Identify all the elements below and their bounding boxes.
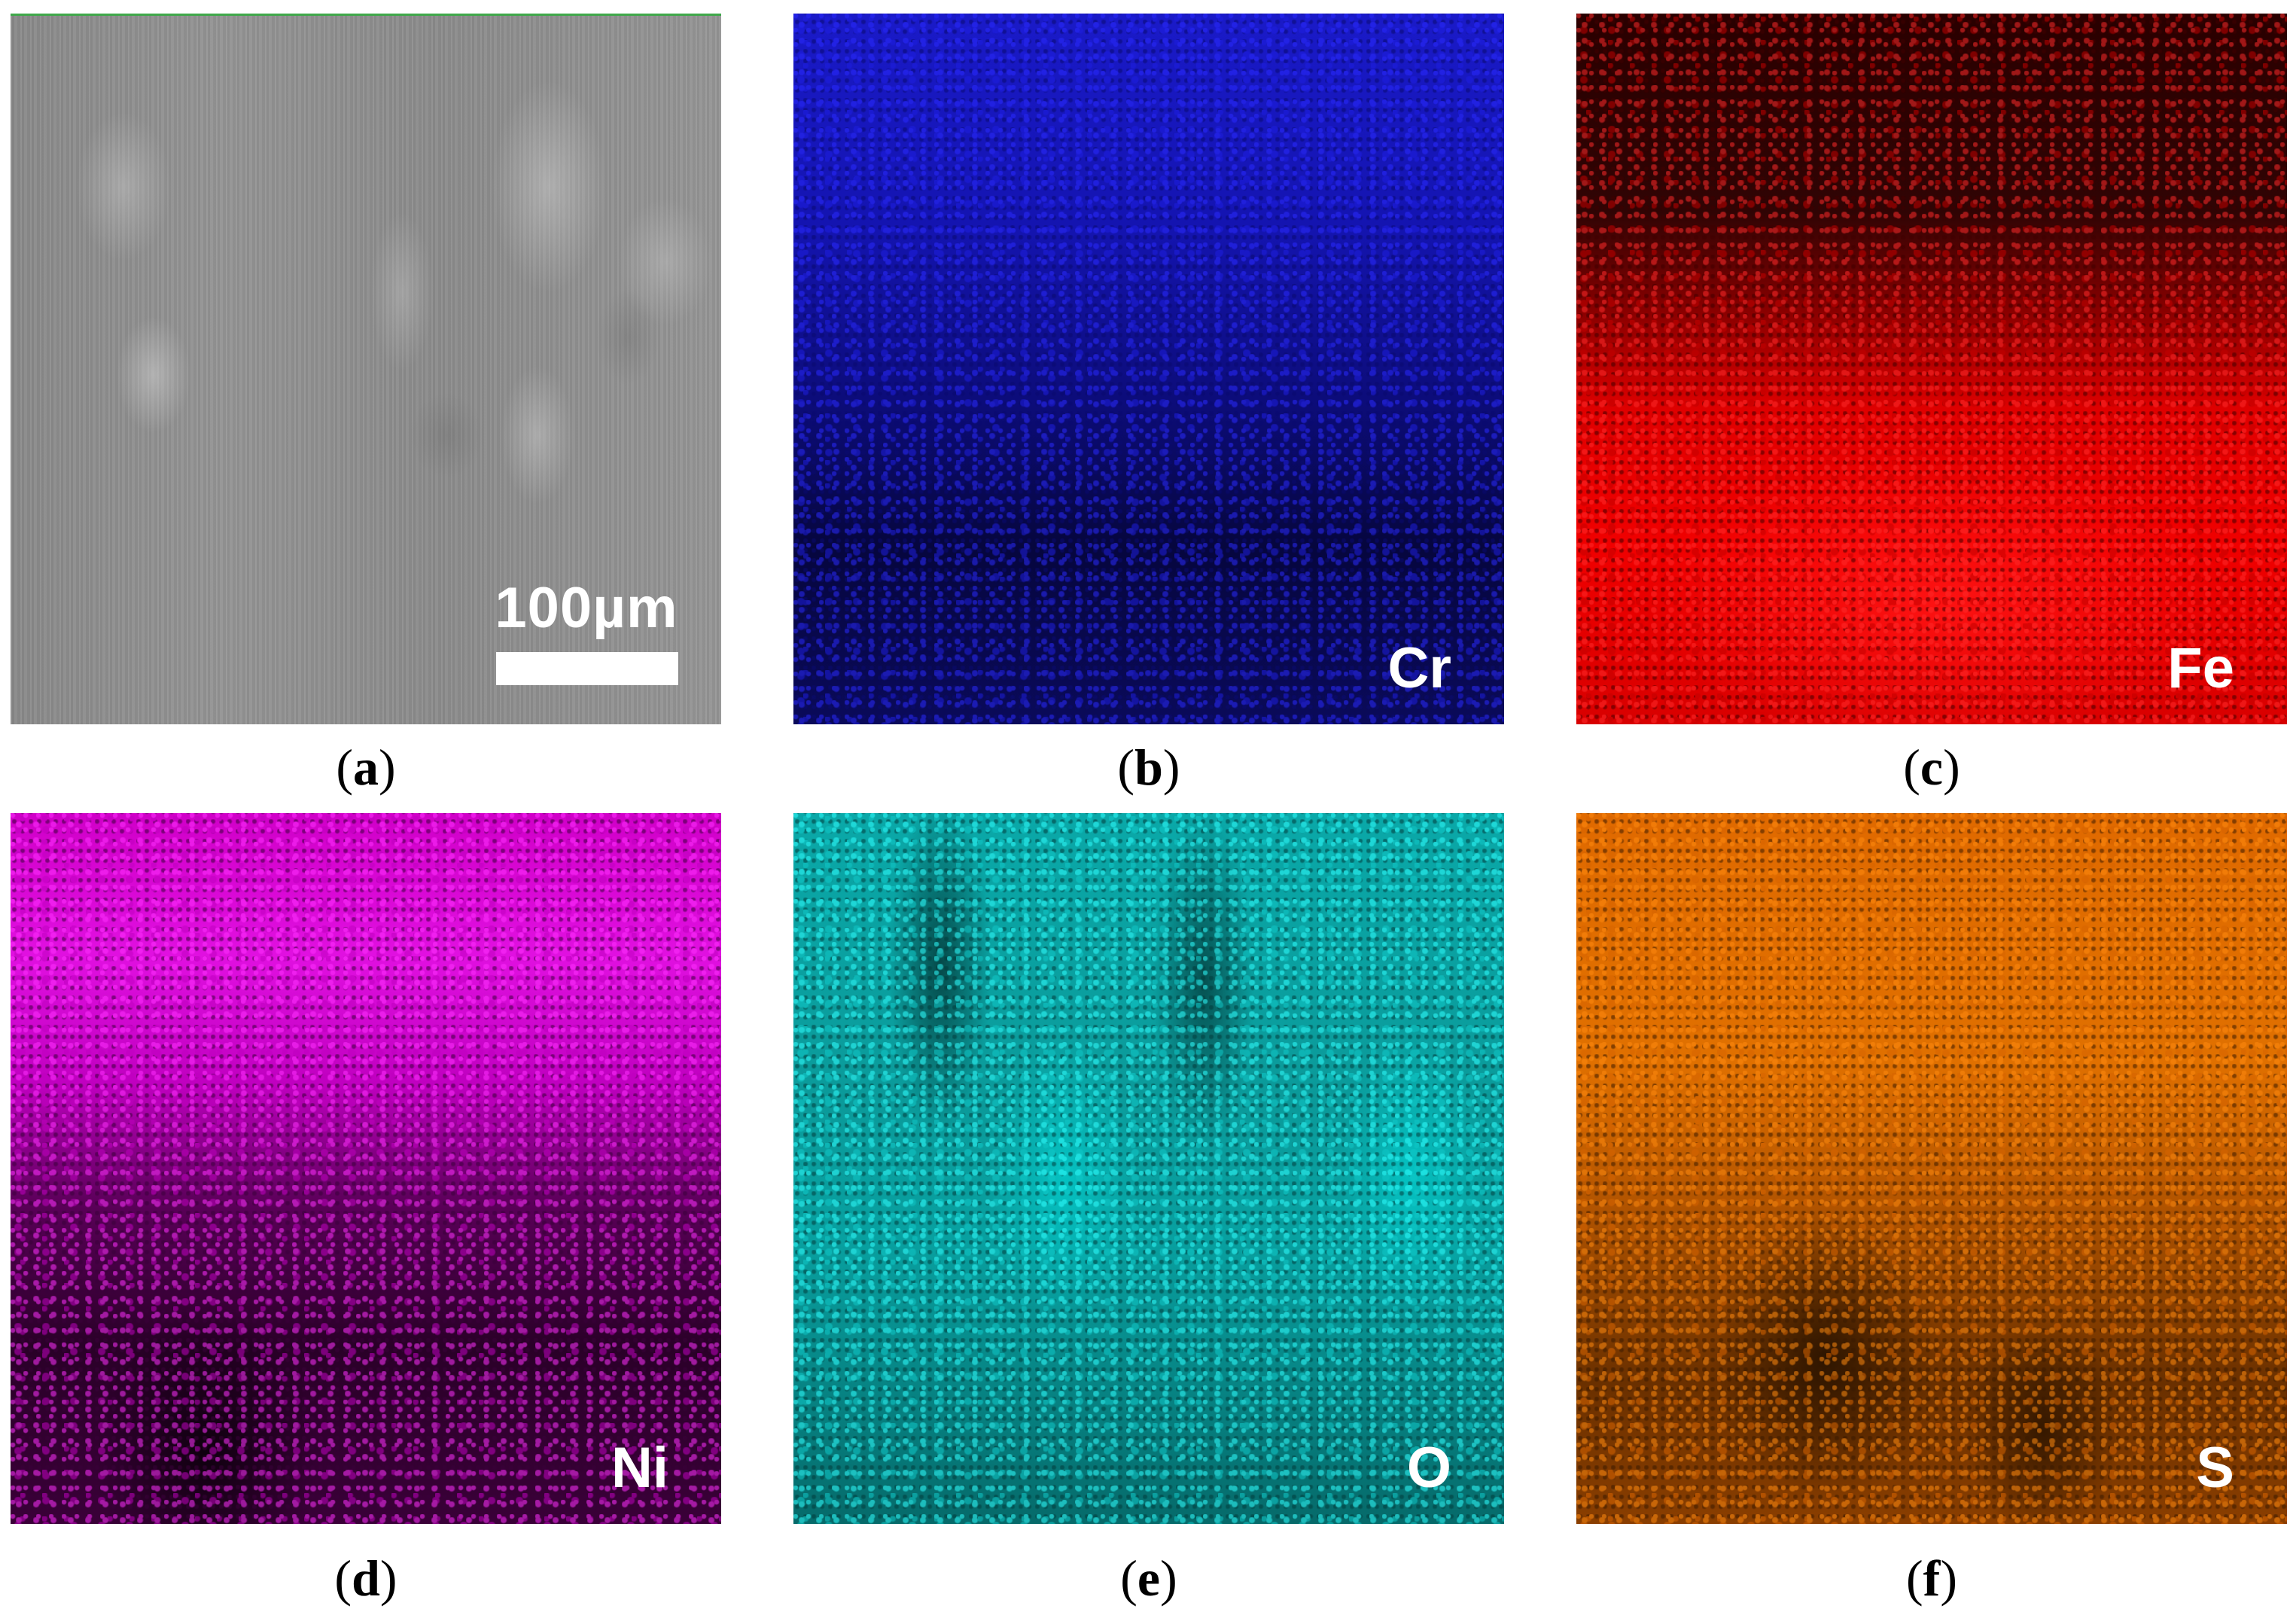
eds-map-ni: Ni [11, 813, 721, 1524]
caption-f: (f) [1906, 1549, 1957, 1607]
element-label-s: S [2196, 1436, 2234, 1500]
fe-intensity-map [1576, 14, 2287, 724]
caption-b: (b) [1117, 739, 1180, 796]
eds-map-s: S [1576, 813, 2287, 1524]
caption-a: (a) [336, 739, 396, 796]
element-label-ni: Ni [611, 1436, 668, 1500]
image-top-border [11, 14, 721, 16]
eds-map-o: O [793, 813, 1504, 1524]
cr-intensity-map [793, 14, 1504, 724]
sem-micrograph: 100µm [11, 14, 721, 724]
caption-d: (d) [334, 1549, 397, 1607]
o-intensity-map [793, 813, 1504, 1524]
ni-intensity-map [11, 813, 721, 1524]
scale-bar [496, 652, 678, 685]
element-label-cr: Cr [1387, 636, 1451, 700]
element-label-fe: Fe [2167, 636, 2234, 700]
scale-bar-label: 100µm [495, 576, 678, 640]
element-label-o: O [1406, 1436, 1451, 1500]
eds-map-cr: Cr [793, 14, 1504, 724]
caption-c: (c) [1903, 739, 1960, 796]
s-intensity-map [1576, 813, 2287, 1524]
sem-surface-texture [11, 14, 721, 724]
eds-map-fe: Fe [1576, 14, 2287, 724]
caption-e: (e) [1120, 1549, 1177, 1607]
